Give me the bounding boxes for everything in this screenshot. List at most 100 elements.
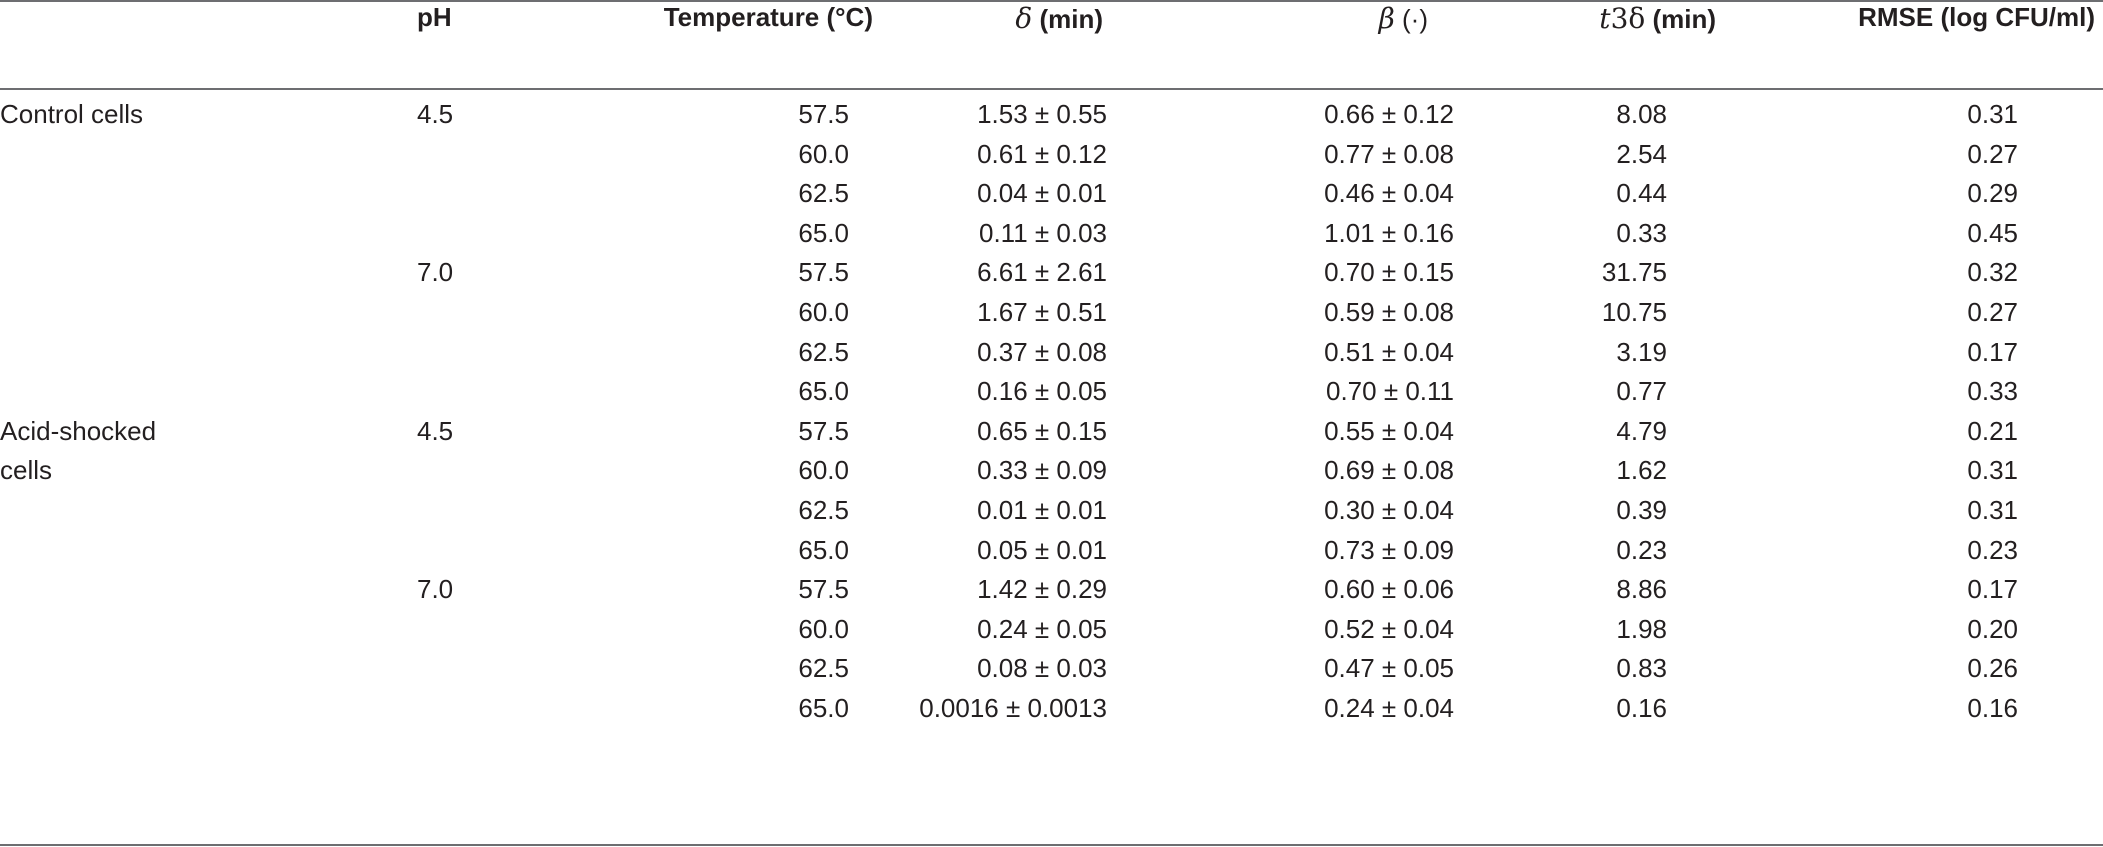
cell-beta: 0.69 ± 0.08 (1324, 455, 1454, 486)
header-t3delta-unit: (min) (1645, 4, 1716, 34)
header-rule (0, 88, 2103, 90)
cell-t3delta: 10.75 (1601, 296, 1667, 327)
cell-t3delta: 0.33 (1616, 217, 1667, 248)
cell-delta: 0.05 ± 0.01 (977, 534, 1107, 565)
cell-group (0, 531, 417, 571)
cell-group (0, 491, 417, 531)
cell-ph: 7.0 (417, 574, 454, 605)
cell-temperature: 62.5 (798, 336, 849, 367)
cell-ph (417, 451, 597, 491)
cell-ph (417, 491, 597, 531)
cell-temperature: 65.0 (798, 692, 849, 723)
table-row: 62.5 0.01 ± 0.01 0.30 ± 0.04 0.39 0.31 (0, 491, 2103, 531)
cell-beta: 0.52 ± 0.04 (1324, 613, 1454, 644)
cell-beta: 0.51 ± 0.04 (1324, 336, 1454, 367)
cell-t3delta: 0.16 (1616, 692, 1667, 723)
cell-beta: 1.01 ± 0.16 (1324, 217, 1454, 248)
cell-t3delta: 4.79 (1616, 415, 1667, 446)
cell-rmse: 0.17 (1967, 574, 2018, 605)
cell-delta: 1.67 ± 0.51 (977, 296, 1107, 327)
cell-group (0, 689, 417, 729)
cell-rmse: 0.27 (1967, 138, 2018, 169)
cell-delta: 0.11 ± 0.03 (979, 217, 1107, 248)
cell-group (0, 649, 417, 689)
group-label: Acid-shocked cells (0, 415, 157, 486)
cell-ph (417, 214, 597, 254)
cell-delta: 0.0016 ± 0.0013 (919, 692, 1107, 723)
cell-rmse: 0.16 (1967, 692, 2018, 723)
cell-temperature: 65.0 (798, 376, 849, 407)
table-row: 62.5 0.37 ± 0.08 0.51 ± 0.04 3.19 0.17 (0, 333, 2103, 373)
cell-rmse: 0.33 (1967, 376, 2018, 407)
cell-group (0, 372, 417, 412)
cell-t3delta: 0.83 (1616, 653, 1667, 684)
table-row: 62.5 0.04 ± 0.01 0.46 ± 0.04 0.44 0.29 (0, 174, 2103, 214)
table-row: Control cells 4.5 57.5 1.53 ± 0.55 0.66 ± 0.… (0, 88, 2103, 135)
cell-ph: 4.5 (417, 415, 454, 446)
cell-temperature: 65.0 (798, 534, 849, 565)
cell-delta: 0.33 ± 0.09 (977, 455, 1107, 486)
cell-group (0, 451, 417, 491)
cell-beta: 0.59 ± 0.08 (1324, 296, 1454, 327)
cell-rmse: 0.26 (1967, 653, 2018, 684)
table-row: 7.0 57.5 6.61 ± 2.61 0.70 ± 0.15 31.75 0.32 (0, 253, 2103, 293)
cell-temperature: 60.0 (798, 613, 849, 644)
header-rmse: RMSE (log CFU/ml) (1858, 2, 2095, 32)
cell-rmse: 0.27 (1967, 296, 2018, 327)
cell-group: Acid-shocked cells (0, 412, 417, 486)
cell-delta: 0.08 ± 0.03 (977, 653, 1107, 684)
cell-temperature: 60.0 (798, 455, 849, 486)
cell-t3delta: 1.98 (1616, 613, 1667, 644)
table-body: Control cells 4.5 57.5 1.53 ± 0.55 0.66 ± 0.… (0, 88, 2103, 729)
header-row: pH Temperature (°C) δ (min) β (·) t3δ (m… (0, 2, 2103, 88)
cell-delta: 6.61 ± 2.61 (977, 257, 1107, 288)
cell-rmse: 0.29 (1967, 178, 2018, 209)
cell-temperature: 57.5 (798, 574, 849, 605)
cell-t3delta: 8.86 (1616, 574, 1667, 605)
header-temperature: Temperature (°C) (597, 2, 887, 88)
cell-delta: 1.42 ± 0.29 (977, 574, 1107, 605)
cell-t3delta: 0.39 (1616, 494, 1667, 525)
cell-rmse: 0.31 (1967, 455, 2018, 486)
cell-t3delta: 8.08 (1616, 99, 1667, 129)
table-row: 65.0 0.0016 ± 0.0013 0.24 ± 0.04 0.16 0.16 (0, 689, 2103, 729)
cell-t3delta: 0.23 (1616, 534, 1667, 565)
cell-beta: 0.66 ± 0.12 (1324, 99, 1454, 129)
cell-beta: 0.24 ± 0.04 (1324, 692, 1454, 723)
header-beta-unit: (·) (1394, 4, 1428, 34)
cell-group (0, 214, 417, 254)
results-table: pH Temperature (°C) δ (min) β (·) t3δ (m… (0, 2, 2103, 729)
cell-delta: 0.65 ± 0.15 (977, 415, 1107, 446)
table-row: Acid-shocked cells 4.5 57.5 0.65 ± 0.15 0.55… (0, 412, 2103, 486)
cell-temperature: 62.5 (798, 494, 849, 525)
cell-t3delta: 0.44 (1616, 178, 1667, 209)
cell-beta: 0.47 ± 0.05 (1324, 653, 1454, 684)
cell-rmse: 0.45 (1967, 217, 2018, 248)
header-t3delta-t: t (1599, 2, 1611, 35)
header-delta: δ (min) (887, 2, 1157, 88)
cell-beta: 0.30 ± 0.04 (1324, 494, 1454, 525)
cell-beta: 0.77 ± 0.08 (1324, 138, 1454, 169)
cell-group: Control cells (0, 88, 417, 135)
header-group (0, 2, 417, 88)
header-t3delta: t3δ (min) (1500, 2, 1720, 88)
table-row: 60.0 0.24 ± 0.05 0.52 ± 0.04 1.98 0.20 (0, 610, 2103, 650)
cell-group (0, 253, 417, 293)
cell-ph (417, 689, 597, 729)
cell-beta: 0.70 ± 0.15 (1324, 257, 1454, 288)
table-row: 60.0 1.67 ± 0.51 0.59 ± 0.08 10.75 0.27 (0, 293, 2103, 333)
header-delta-symbol: δ (1015, 2, 1033, 35)
cell-group (0, 610, 417, 650)
cell-ph (417, 372, 597, 412)
cell-delta: 0.37 ± 0.08 (977, 336, 1107, 367)
cell-beta: 0.60 ± 0.06 (1324, 574, 1454, 605)
table-row: 65.0 0.11 ± 0.03 1.01 ± 0.16 0.33 0.45 (0, 214, 2103, 254)
cell-ph (417, 135, 597, 175)
cell-rmse: 0.21 (1967, 415, 2018, 446)
header-ph: pH (417, 2, 452, 32)
cell-temperature: 60.0 (798, 138, 849, 169)
cell-temperature: 60.0 (798, 296, 849, 327)
cell-delta: 0.04 ± 0.01 (977, 178, 1107, 209)
header-beta-symbol: β (1378, 2, 1395, 35)
cell-group (0, 333, 417, 373)
